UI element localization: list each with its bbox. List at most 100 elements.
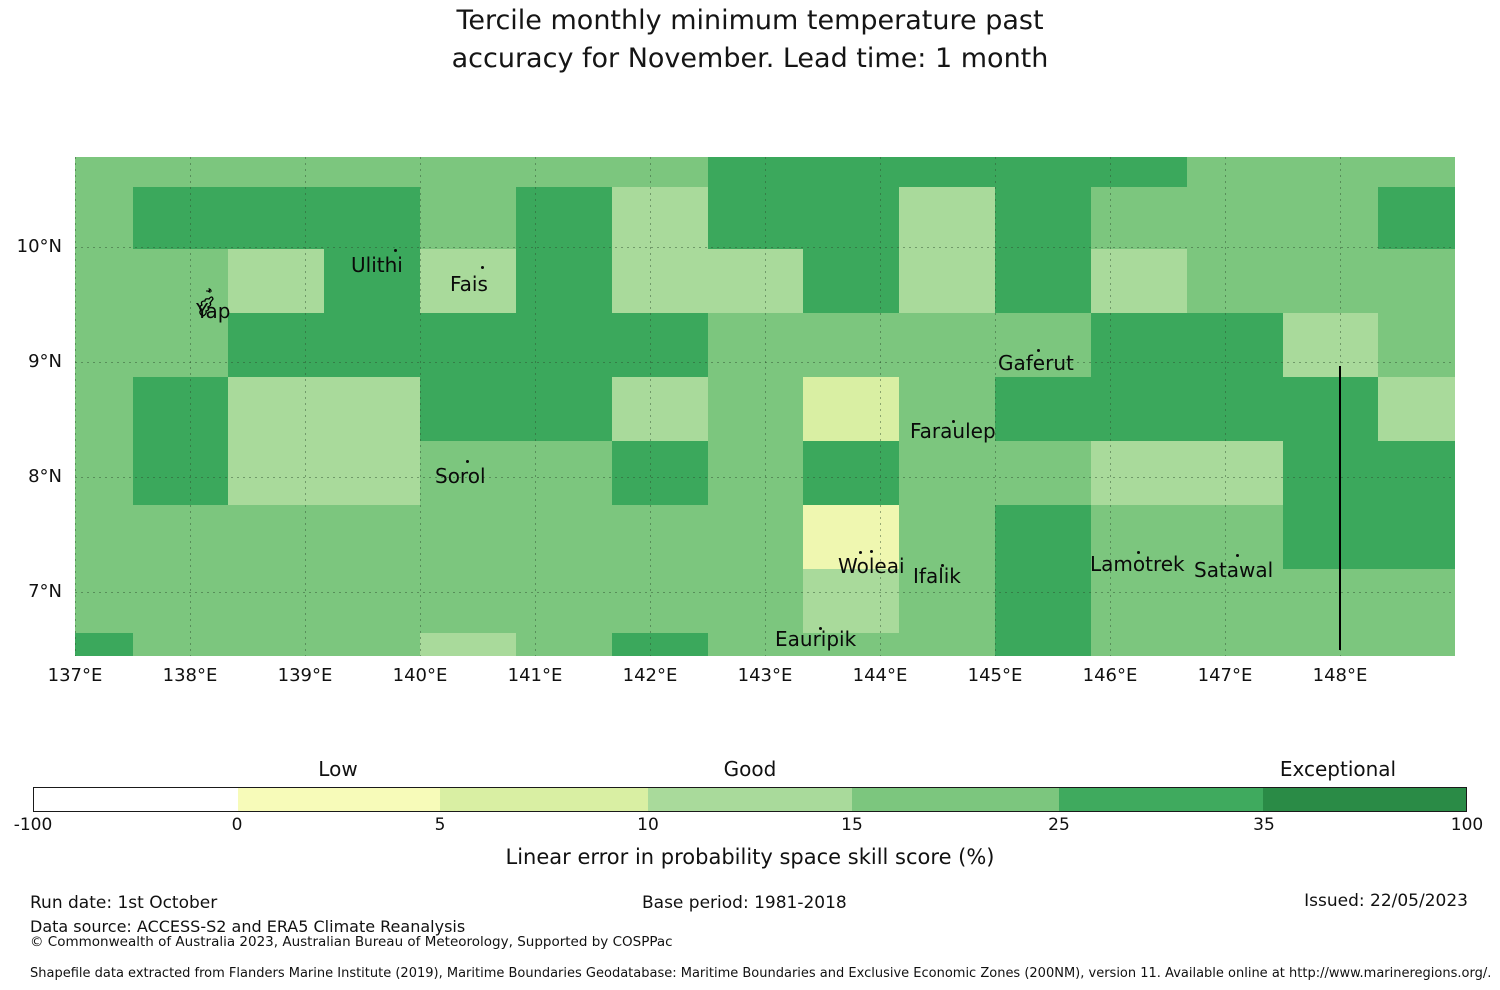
island-marker-dot (1236, 554, 1239, 557)
grid-cell (1091, 249, 1187, 313)
grid-cell (1091, 569, 1187, 633)
grid-cell (1378, 249, 1455, 313)
colorbar-tick-label: 25 (1048, 815, 1070, 835)
x-axis-tick-label: 146°E (1082, 665, 1138, 686)
grid-cell (1283, 313, 1378, 377)
grid-cell (1187, 157, 1283, 187)
grid-cell (228, 249, 324, 313)
grid-cell (133, 441, 228, 505)
boundary-divider-line (1339, 366, 1341, 650)
grid-cell (995, 441, 1091, 505)
grid-cell (420, 187, 516, 249)
longitude-gridline (535, 157, 536, 656)
island-label-ulithi: Ulithi (351, 253, 403, 277)
island-label-gaferut: Gaferut (998, 351, 1074, 375)
colorbar-tick-label: 35 (1253, 815, 1275, 835)
island-marker-dot (466, 460, 469, 463)
grid-cell (1378, 441, 1455, 505)
x-axis-tick-label: 147°E (1197, 665, 1253, 686)
grid-cell (899, 505, 995, 569)
longitude-gridline (880, 157, 881, 656)
grid-cell (1378, 187, 1455, 249)
grid-cell (516, 157, 612, 187)
grid-cell (708, 569, 803, 633)
island-label-eauripik: Eauripik (775, 627, 857, 651)
colorbar-tick-label: 5 (434, 815, 446, 835)
grid-cell (324, 569, 420, 633)
grid-cell (612, 569, 708, 633)
map-plot-area (75, 157, 1455, 656)
grid-cell (803, 377, 899, 441)
grid-cell (1283, 377, 1378, 441)
y-axis-tick-label: 9°N (28, 351, 62, 372)
colorbar-segment (237, 788, 441, 811)
grid-cell (133, 633, 228, 656)
colorbar-tick-label: -100 (13, 815, 53, 835)
grid-cell (899, 569, 995, 633)
grid-cell (1091, 187, 1187, 249)
x-axis-tick-label: 148°E (1312, 665, 1368, 686)
grid-cell (133, 569, 228, 633)
grid-cell (516, 187, 612, 249)
longitude-gridline (75, 157, 76, 656)
colorbar-tick-label: 15 (841, 815, 863, 835)
grid-cell (133, 377, 228, 441)
island-label-ifalik: Ifalik (913, 564, 961, 588)
longitude-gridline (305, 157, 306, 656)
longitude-gridline (995, 157, 996, 656)
grid-cell (1283, 441, 1378, 505)
grid-cell (228, 505, 324, 569)
grid-cell (612, 249, 708, 313)
longitude-gridline (190, 157, 191, 656)
grid-cell (708, 377, 803, 441)
grid-cell (1378, 633, 1455, 656)
longitude-gridline (420, 157, 421, 656)
grid-cell (612, 505, 708, 569)
grid-cell (708, 249, 803, 313)
grid-cell (803, 505, 899, 569)
x-axis-tick-label: 139°E (277, 665, 333, 686)
grid-cell (516, 505, 612, 569)
island-label-sorol: Sorol (435, 464, 486, 488)
grid-cell (228, 569, 324, 633)
grid-cell (899, 633, 995, 656)
grid-cell (420, 441, 516, 505)
grid-cell (803, 249, 899, 313)
grid-cell (803, 633, 899, 656)
shapefile-attribution-text: Shapefile data extracted from Flanders M… (30, 966, 1492, 981)
grid-cell (1187, 377, 1283, 441)
x-axis-tick-label: 140°E (392, 665, 448, 686)
chart-title: Tercile monthly minimum temperature past… (0, 2, 1500, 78)
island-label-fais: Fais (450, 272, 488, 296)
grid-cell (75, 569, 133, 633)
grid-cell (1378, 569, 1455, 633)
grid-cell (228, 313, 324, 377)
grid-cell (420, 633, 516, 656)
latitude-gridline (75, 477, 1455, 478)
colorbar-tick-label: 100 (1450, 815, 1484, 835)
grid-cell (899, 187, 995, 249)
island-marker-dot (952, 420, 955, 423)
colorbar (33, 787, 1467, 812)
grid-cell (708, 441, 803, 505)
grid-cell (324, 187, 420, 249)
x-axis-tick-label: 141°E (507, 665, 563, 686)
grid-cell (133, 187, 228, 249)
grid-cell (995, 313, 1091, 377)
colorbar-axis-label: Linear error in probability space skill … (505, 845, 995, 869)
x-axis-tick-label: 145°E (967, 665, 1023, 686)
grid-cell (995, 377, 1091, 441)
island-marker-dot (941, 564, 944, 567)
y-axis-tick-label: 7°N (28, 581, 62, 602)
colorbar-segment (1263, 788, 1467, 811)
chart-title-line1: Tercile monthly minimum temperature past (456, 5, 1044, 36)
grid-cell (803, 569, 899, 633)
grid-cell (708, 313, 803, 377)
grid-cell (708, 157, 803, 187)
island-marker-dot (394, 249, 397, 252)
grid-cell (324, 157, 420, 187)
grid-cell (516, 633, 612, 656)
colorbar-category-label: Good (723, 757, 777, 781)
colorbar-tick-label: 10 (637, 815, 659, 835)
